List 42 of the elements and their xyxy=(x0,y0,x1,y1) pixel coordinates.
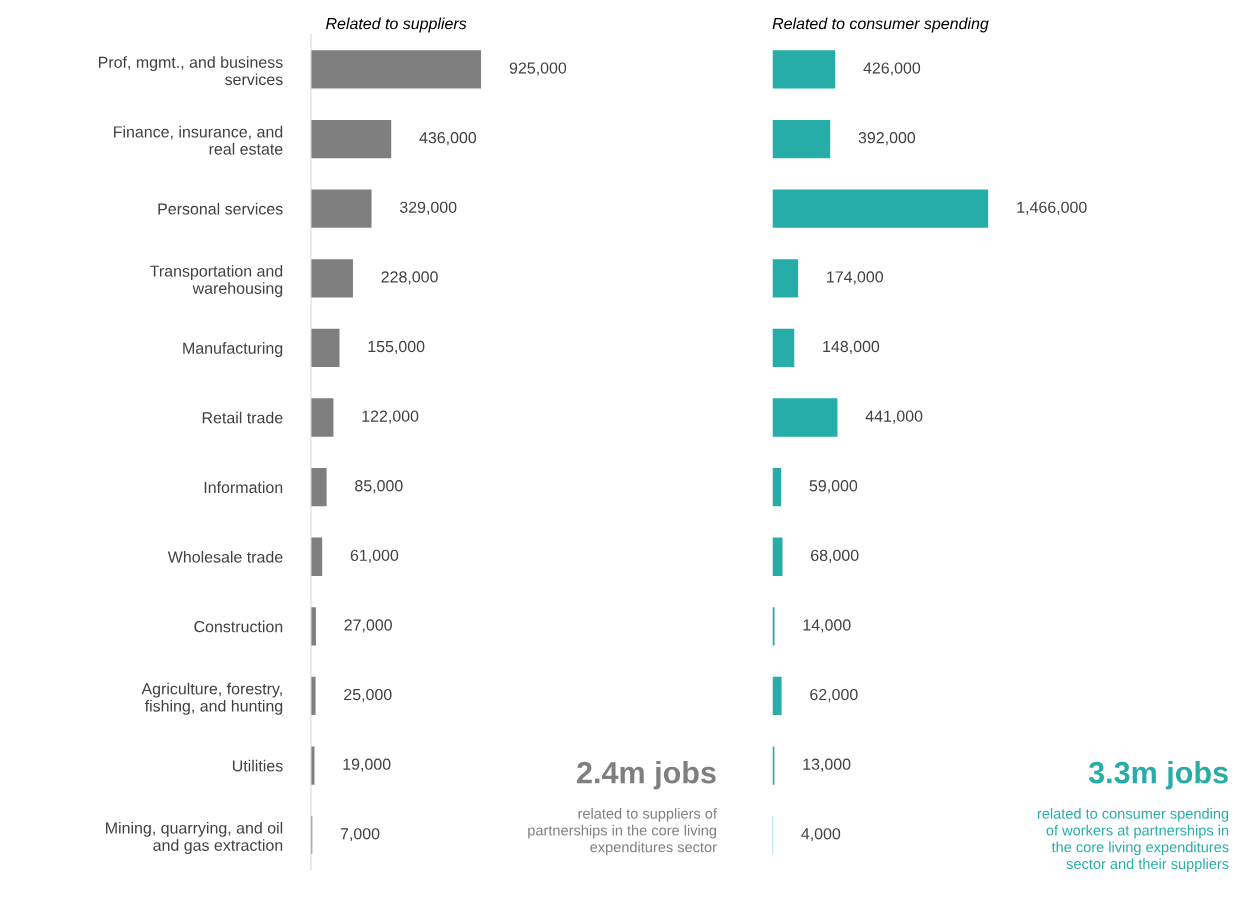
data-label: 426,000 xyxy=(863,62,921,76)
y-tick-label: Personal services xyxy=(158,202,283,215)
data-label: 25,000 xyxy=(344,688,392,703)
data-label: 329,000 xyxy=(399,201,457,215)
data-label: 85,000 xyxy=(355,480,403,494)
y-tick-label: Manufacturing xyxy=(183,342,283,357)
data-label: 19,000 xyxy=(343,758,391,772)
data-label: 925,000 xyxy=(509,62,567,76)
y-tick-label: Mining, quarrying, and oil and gas extraction xyxy=(106,821,283,855)
text: related to suppliers of partnerships in the core living expenditures sector xyxy=(528,808,717,856)
data-label: 62,000 xyxy=(810,688,858,703)
data-label: 122,000 xyxy=(362,410,419,424)
data-label: 68,000 xyxy=(811,549,859,563)
data-label: 174,000 xyxy=(827,271,883,285)
data-label: 392,000 xyxy=(858,132,916,146)
y-tick-label: Retail trade xyxy=(202,411,283,424)
y-tick-label: Utilities xyxy=(232,759,283,772)
y-tick-label: Wholesale trade xyxy=(167,550,283,563)
data-label: 7,000 xyxy=(340,828,380,842)
y-tick-label: Construction xyxy=(194,620,283,633)
text: 3.3m jobs xyxy=(1088,761,1228,790)
y-tick-label: Transportation and warehousing xyxy=(150,265,283,298)
y-tick-label: Prof, mgmt., and business services xyxy=(98,56,283,86)
data-label: 27,000 xyxy=(344,619,392,633)
data-label: 14,000 xyxy=(803,619,851,633)
text: related to consumer spending of workers at partnerships in the core living expenditures sector and their suppliers xyxy=(1037,808,1229,872)
data-label: 441,000 xyxy=(865,410,923,424)
y-tick-label: Information xyxy=(204,481,283,494)
data-label: 155,000 xyxy=(368,340,425,355)
y-tick-label: Finance, insurance, and real estate xyxy=(114,125,283,155)
y-tick-label: Agriculture, forestry, fishing, and hunting xyxy=(141,682,283,715)
chart-title: Related to consumer spending xyxy=(772,17,989,33)
chart-title: Related to suppliers xyxy=(326,17,467,33)
data-label: 13,000 xyxy=(803,758,851,772)
data-label: 436,000 xyxy=(419,132,477,146)
data-label: 61,000 xyxy=(350,549,399,563)
data-label: 228,000 xyxy=(381,271,438,285)
text: 2.4m jobs xyxy=(577,761,716,790)
data-label: 4,000 xyxy=(801,828,841,842)
data-label: 1,466,000 xyxy=(1017,201,1087,215)
data-label: 59,000 xyxy=(809,480,858,494)
data-label: 148,000 xyxy=(823,340,880,355)
